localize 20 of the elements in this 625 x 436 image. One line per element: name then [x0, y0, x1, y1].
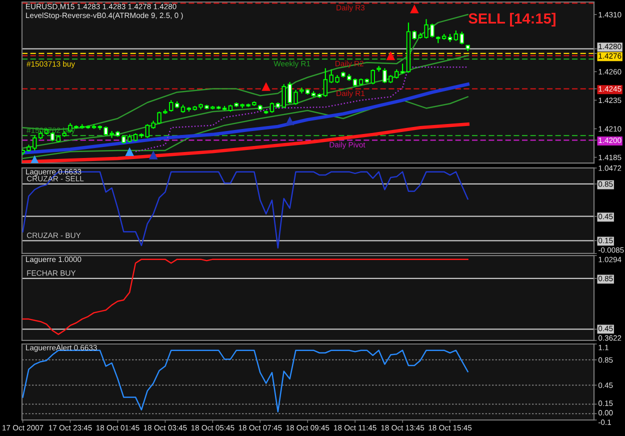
candlestick [370, 68, 375, 85]
point [386, 51, 396, 60]
point [410, 4, 419, 14]
point [285, 116, 294, 126]
line-series [134, 66, 468, 152]
point [262, 82, 270, 91]
point [148, 150, 158, 160]
line-series [22, 55, 468, 149]
candlestick [454, 30, 458, 42]
candlestick [270, 102, 274, 114]
candlestick [460, 31, 464, 45]
annotation: SELL [14:15] [468, 12, 556, 27]
candlestick [50, 132, 55, 142]
candlestick [169, 100, 174, 112]
line-series [22, 122, 470, 164]
line-series [22, 96, 468, 160]
point [125, 147, 134, 156]
candlestick [400, 63, 405, 75]
line-series [22, 171, 468, 249]
line-series [22, 82, 470, 154]
